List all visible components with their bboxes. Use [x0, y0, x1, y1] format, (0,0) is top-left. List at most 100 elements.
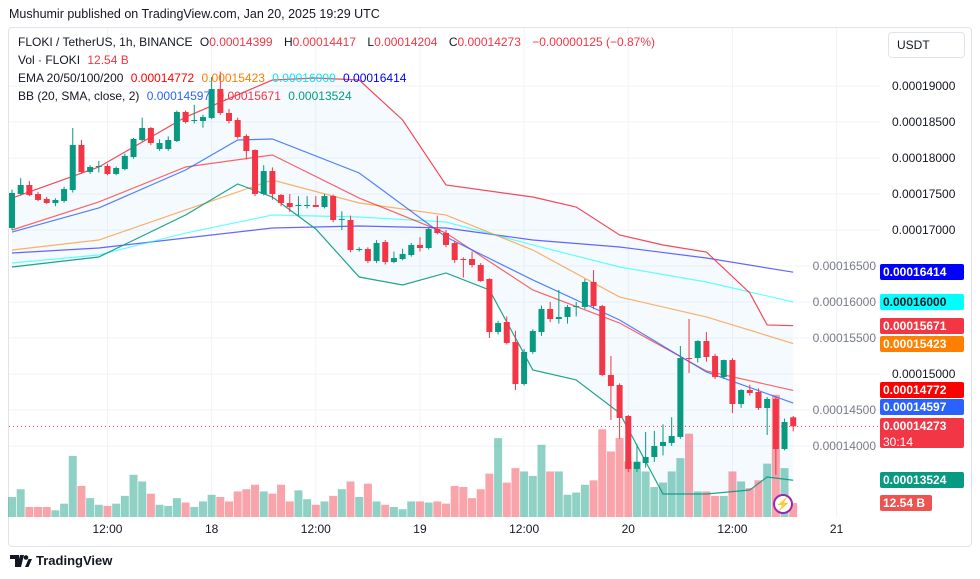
- candle-body: [321, 196, 328, 208]
- candle-body: [616, 385, 623, 418]
- volume-bar: [563, 494, 572, 517]
- candle-body: [234, 119, 241, 137]
- lightning-icon[interactable]: ⚡: [773, 494, 793, 514]
- volume-bar: [554, 471, 563, 517]
- candle-body: [599, 306, 606, 376]
- time-tick: 21: [829, 522, 844, 536]
- price-badge-ema200: 0.00016414: [880, 264, 964, 281]
- candle-body: [416, 244, 423, 248]
- candle-body: [625, 415, 632, 469]
- volume-bar: [676, 458, 685, 517]
- close-label: C: [448, 35, 458, 49]
- volume-bar: [745, 488, 754, 517]
- volume-bar: [711, 495, 720, 517]
- volume-legend[interactable]: Vol · FLOKI 12.54 B: [18, 53, 133, 67]
- volume-bar: [511, 468, 520, 517]
- candle-body: [712, 356, 719, 378]
- volume-bar: [685, 433, 694, 517]
- volume-bar: [337, 489, 346, 517]
- volume-bar: [198, 501, 207, 517]
- candle-body: [495, 323, 502, 333]
- volume-bar: [277, 484, 286, 517]
- candle-body: [781, 422, 788, 450]
- volume-bar: [415, 501, 424, 517]
- candle-body: [217, 89, 224, 113]
- price-badge-bb-upper: 0.00015671: [880, 317, 964, 334]
- candle-body: [269, 171, 276, 194]
- volume-bar: [259, 491, 268, 517]
- ema-legend[interactable]: EMA 20/50/100/200 0.00014772 0.00015423 …: [18, 71, 410, 85]
- volume-bar: [346, 481, 355, 517]
- volume-value: 12.54 B: [87, 53, 129, 67]
- candle-body: [790, 417, 797, 427]
- volume-bar: [780, 468, 789, 517]
- volume-bar: [242, 489, 251, 517]
- volume-bar: [112, 503, 121, 517]
- badge-value: 0.00015671: [883, 318, 947, 333]
- currency-button[interactable]: USDT: [888, 32, 965, 58]
- candle-body: [686, 358, 693, 360]
- candle-body: [720, 360, 727, 378]
- candle-body: [182, 111, 189, 122]
- volume-bar: [754, 480, 763, 517]
- volume-bar: [172, 498, 181, 517]
- candle-body: [260, 171, 267, 194]
- ema20-line: [11, 154, 794, 392]
- candle-body: [104, 165, 111, 174]
- price-tick: 0.00018500: [892, 115, 956, 129]
- volume-bar: [459, 487, 468, 517]
- price-badge-last: 0.00014273 30:14: [880, 418, 964, 449]
- candle-body: [738, 389, 745, 405]
- volume-bar: [311, 504, 320, 517]
- volume-bar: [424, 502, 433, 517]
- badge-value: 0.00016414: [883, 265, 947, 280]
- price-tick: 0.00019000: [892, 79, 956, 93]
- volume-bar: [42, 507, 51, 517]
- candle-body: [243, 135, 250, 152]
- change-value: −0.00000125 (−0.87%): [532, 35, 655, 49]
- candle-body: [87, 167, 94, 172]
- symbol-title[interactable]: FLOKI / TetherUS, 1h, BINANCE: [18, 35, 193, 49]
- candle-body: [547, 308, 554, 319]
- bb-lower-value: 0.00013524: [288, 89, 352, 103]
- bb-legend[interactable]: BB (20, SMA, close, 2) 0.00014597 0.0001…: [18, 89, 356, 103]
- price-tick: 0.00014000: [812, 439, 876, 453]
- candle-body: [642, 457, 649, 463]
- volume-bar: [615, 438, 624, 517]
- candle-body: [434, 228, 441, 234]
- candle-body: [469, 259, 476, 265]
- volume-bar: [789, 503, 798, 517]
- candle-body: [555, 316, 562, 319]
- candle-body: [564, 306, 571, 317]
- ema20-value: 0.00014772: [130, 71, 195, 85]
- candle-body: [130, 138, 137, 157]
- badge-value: 0.00014772: [883, 383, 947, 398]
- candle-body: [764, 398, 771, 408]
- volume-bar: [476, 489, 485, 517]
- volume-bar: [502, 482, 511, 517]
- high-value: 0.00014417: [292, 35, 357, 49]
- time-tick: 18: [204, 522, 219, 536]
- volume-bar: [303, 499, 312, 517]
- volume-bar: [77, 485, 86, 517]
- volume-bar: [181, 502, 190, 517]
- volume-bar: [285, 501, 294, 517]
- candle-body: [746, 389, 753, 394]
- price-tick: 0.00016500: [812, 259, 876, 273]
- volume-bar: [763, 463, 772, 517]
- candle-body: [772, 398, 779, 450]
- volume-bar: [355, 497, 364, 517]
- ema-label: EMA 20/50/100/200: [18, 71, 124, 85]
- candle-body: [729, 360, 736, 405]
- candle-body: [382, 242, 389, 263]
- candle-body: [755, 392, 762, 408]
- time-tick: 20: [621, 522, 635, 536]
- ema100-line: [11, 214, 794, 303]
- bb-upper-line: [11, 77, 794, 327]
- time-tick: 12:00: [509, 522, 540, 536]
- candle-body: [512, 342, 519, 385]
- low-value: 0.00014204: [374, 35, 438, 49]
- volume-bar: [728, 471, 737, 517]
- volume-bar: [494, 438, 503, 517]
